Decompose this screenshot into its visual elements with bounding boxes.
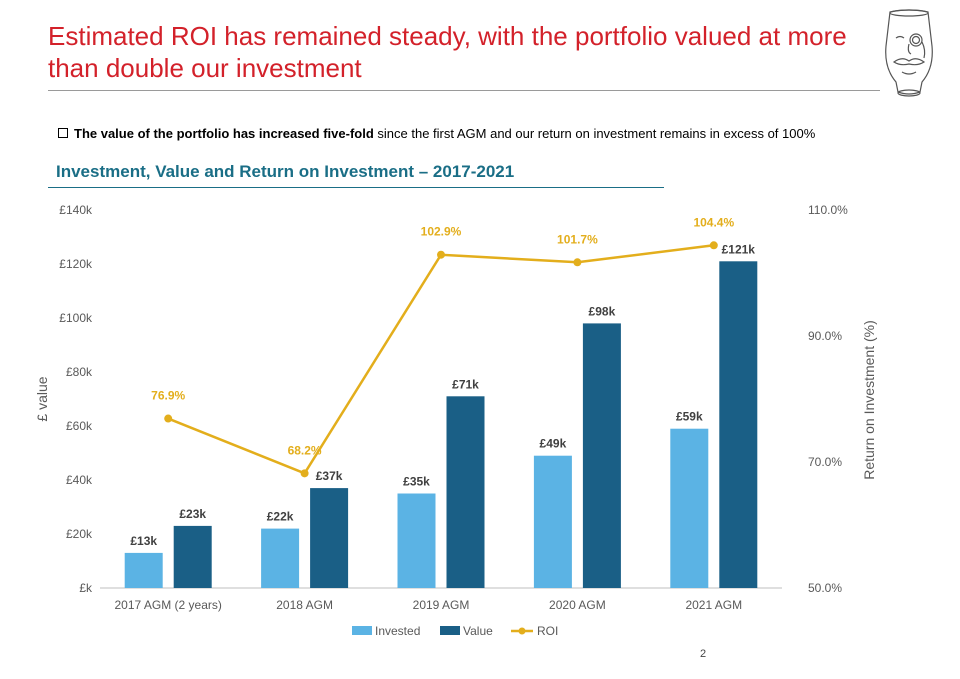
legend-roi-label: ROI — [537, 624, 558, 638]
y-tick-label: £120k — [59, 257, 93, 271]
title-divider — [48, 90, 880, 91]
invested-data-label: £35k — [403, 475, 430, 489]
value-data-label: £37k — [316, 469, 343, 483]
x-tick-label: 2020 AGM — [549, 598, 606, 612]
chart-title: Investment, Value and Return on Investme… — [56, 162, 515, 181]
invested-bar — [397, 493, 436, 588]
roi-data-label: 104.4% — [693, 215, 734, 229]
roi-point — [300, 469, 309, 478]
roi-line — [167, 244, 714, 475]
invested-bar — [124, 552, 163, 588]
value-data-label: £23k — [179, 507, 206, 521]
y-tick-label: £80k — [66, 365, 93, 379]
y-tick-label: £k — [79, 581, 93, 595]
y-tick-label: £40k — [66, 473, 93, 487]
legend-value-label: Value — [463, 624, 493, 638]
legend-invested-swatch — [352, 626, 372, 635]
y-axis-title: £ value — [34, 376, 50, 421]
invested-data-label: £22k — [267, 510, 294, 524]
y2-tick-label: 50.0% — [808, 581, 842, 595]
invested-data-label: £13k — [130, 534, 157, 548]
invested-bar — [670, 428, 709, 588]
y2-tick-label: 90.0% — [808, 329, 842, 343]
value-data-label: £71k — [452, 377, 479, 391]
legend-value-swatch — [440, 626, 460, 635]
roi-data-label: 68.2% — [288, 443, 322, 457]
roi-data-label: 102.9% — [421, 225, 462, 239]
y2-tick-label: 70.0% — [808, 455, 842, 469]
y-tick-label: £140k — [59, 203, 93, 217]
invested-bar — [261, 528, 300, 588]
legend-invested-label: Invested — [375, 624, 420, 638]
value-bar — [173, 525, 212, 588]
invested-data-label: £49k — [540, 437, 567, 451]
value-bar — [582, 323, 621, 588]
legend-roi-marker — [518, 627, 526, 635]
summary-bullet: The value of the portfolio has increased… — [58, 126, 815, 141]
invested-data-label: £59k — [676, 410, 703, 424]
y-tick-label: £100k — [59, 311, 93, 325]
y2-axis-title: Return on Investment (%) — [861, 320, 877, 480]
x-tick-label: 2018 AGM — [276, 598, 333, 612]
bullet-checkbox-icon — [58, 128, 68, 138]
roi-point — [437, 250, 445, 259]
page-number: 2 — [700, 648, 707, 660]
x-tick-label: 2017 AGM (2 years) — [115, 598, 222, 612]
slide-title: Estimated ROI has remained steady, with … — [48, 21, 847, 83]
value-bar — [310, 488, 349, 588]
roi-data-label: 76.9% — [151, 389, 185, 403]
x-tick-label: 2021 AGM — [685, 598, 742, 612]
summary-bullet-bold: The value of the portfolio has increased… — [74, 126, 374, 141]
value-bar — [719, 261, 758, 588]
y-tick-label: £60k — [66, 419, 93, 433]
x-tick-label: 2019 AGM — [413, 598, 470, 612]
value-bar — [446, 396, 485, 588]
value-data-label: £121k — [722, 242, 756, 256]
roi-point — [164, 414, 173, 423]
chart-title-underline — [48, 187, 664, 188]
invested-bar — [533, 455, 572, 588]
whisky-glass-monocle-logo-icon — [885, 9, 933, 97]
roi-point — [573, 258, 582, 267]
roi-data-label: 101.7% — [557, 232, 598, 246]
y-tick-label: £20k — [66, 527, 93, 541]
value-data-label: £98k — [589, 304, 616, 318]
roi-point — [709, 241, 718, 250]
summary-bullet-text: since the first AGM and our return on in… — [373, 126, 816, 141]
y2-tick-label: 110.0% — [808, 203, 848, 217]
